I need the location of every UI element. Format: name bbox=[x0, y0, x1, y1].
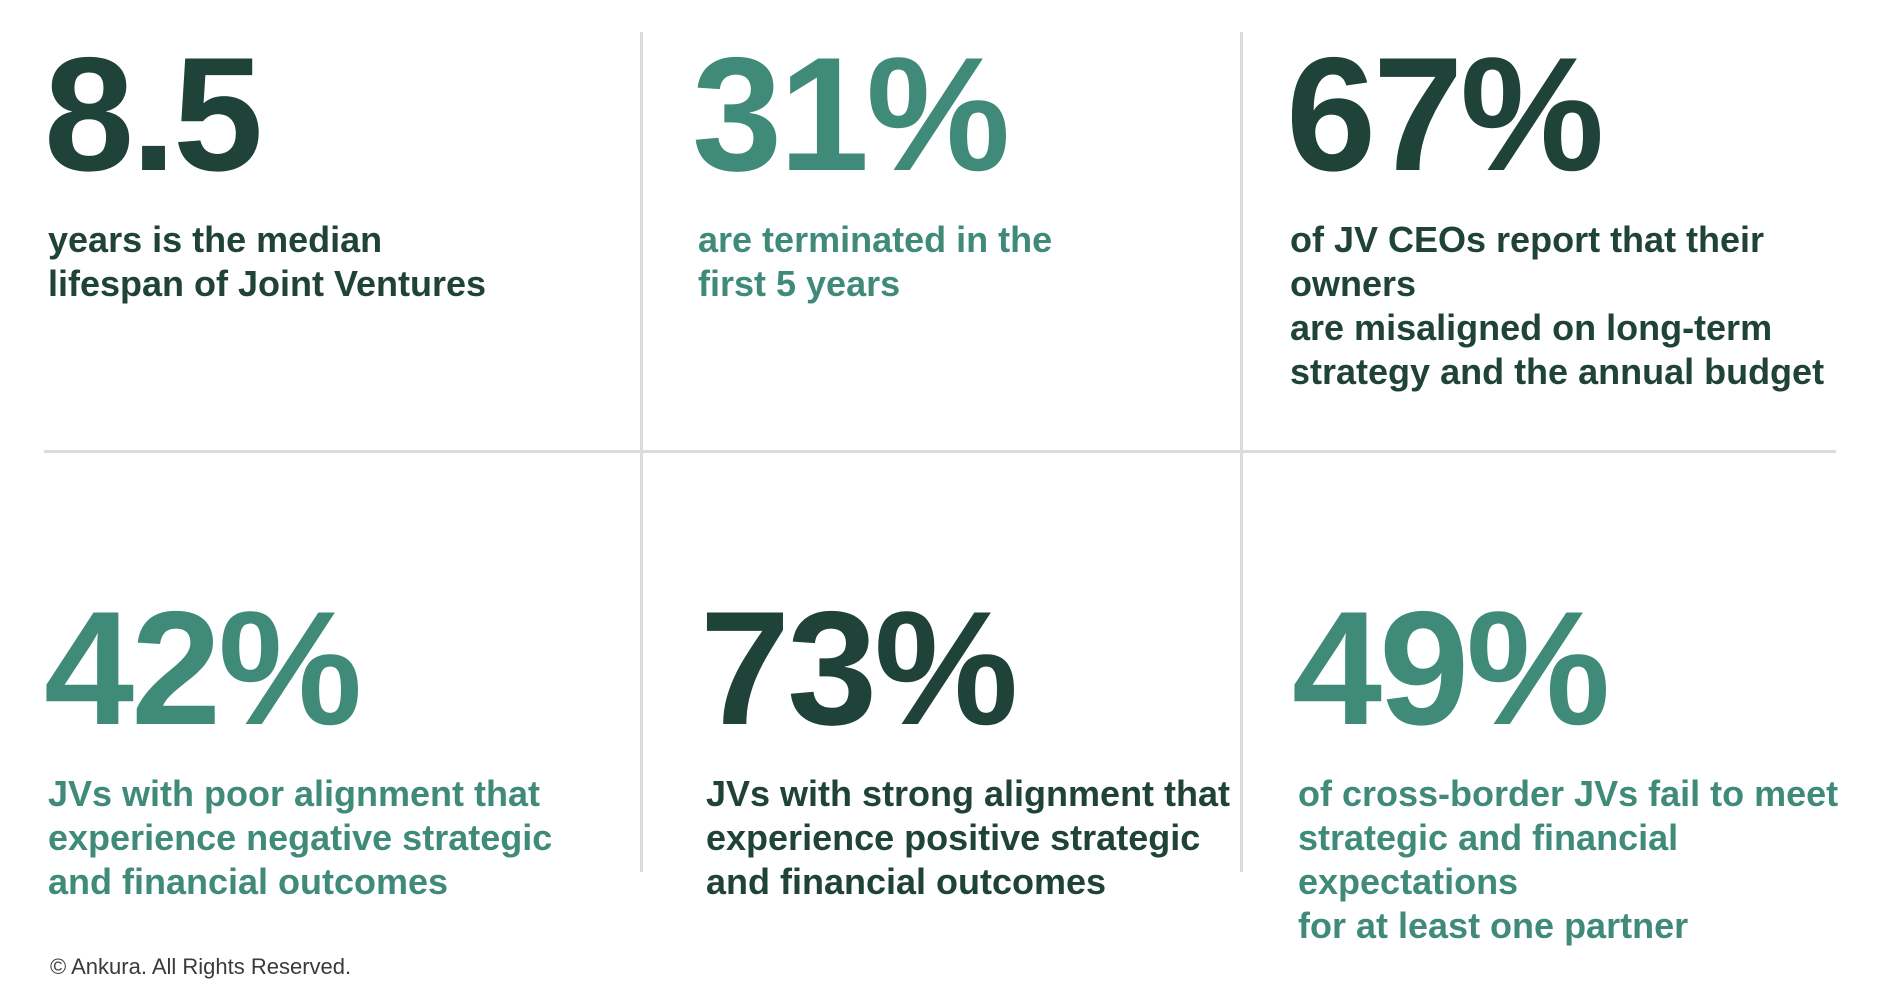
stat-value: 31% bbox=[692, 24, 1010, 205]
stat-poor-alignment: 42% JVs with poor alignment that experie… bbox=[44, 588, 552, 904]
stat-description: years is the median lifespan of Joint Ve… bbox=[48, 219, 487, 304]
stat-ceo-misaligned: 67% of JV CEOs report that their owners … bbox=[1286, 34, 1900, 394]
stat-value: 8.5 bbox=[44, 24, 263, 205]
stat-description: JVs with poor alignment that experience … bbox=[48, 773, 553, 902]
stat-description: are terminated in the first 5 years bbox=[698, 219, 1053, 304]
stat-cross-border: 49% of cross-border JVs fail to meet str… bbox=[1292, 588, 1900, 948]
stat-description: of JV CEOs report that their owners are … bbox=[1290, 219, 1825, 392]
divider-horizontal bbox=[44, 450, 1836, 453]
stat-description: of cross-border JVs fail to meet strateg… bbox=[1298, 773, 1839, 946]
stat-value: 73% bbox=[700, 578, 1018, 759]
stat-description: JVs with strong alignment that experienc… bbox=[706, 773, 1231, 902]
stat-strong-alignment: 73% JVs with strong alignment that exper… bbox=[700, 588, 1230, 904]
stat-median-lifespan: 8.5 years is the median lifespan of Join… bbox=[44, 34, 486, 306]
stat-value: 42% bbox=[44, 578, 362, 759]
stat-value: 67% bbox=[1286, 24, 1604, 205]
copyright-footer: © Ankura. All Rights Reserved. bbox=[50, 954, 352, 979]
stat-value: 49% bbox=[1292, 578, 1610, 759]
stat-terminated-early: 31% are terminated in the first 5 years bbox=[692, 34, 1052, 306]
